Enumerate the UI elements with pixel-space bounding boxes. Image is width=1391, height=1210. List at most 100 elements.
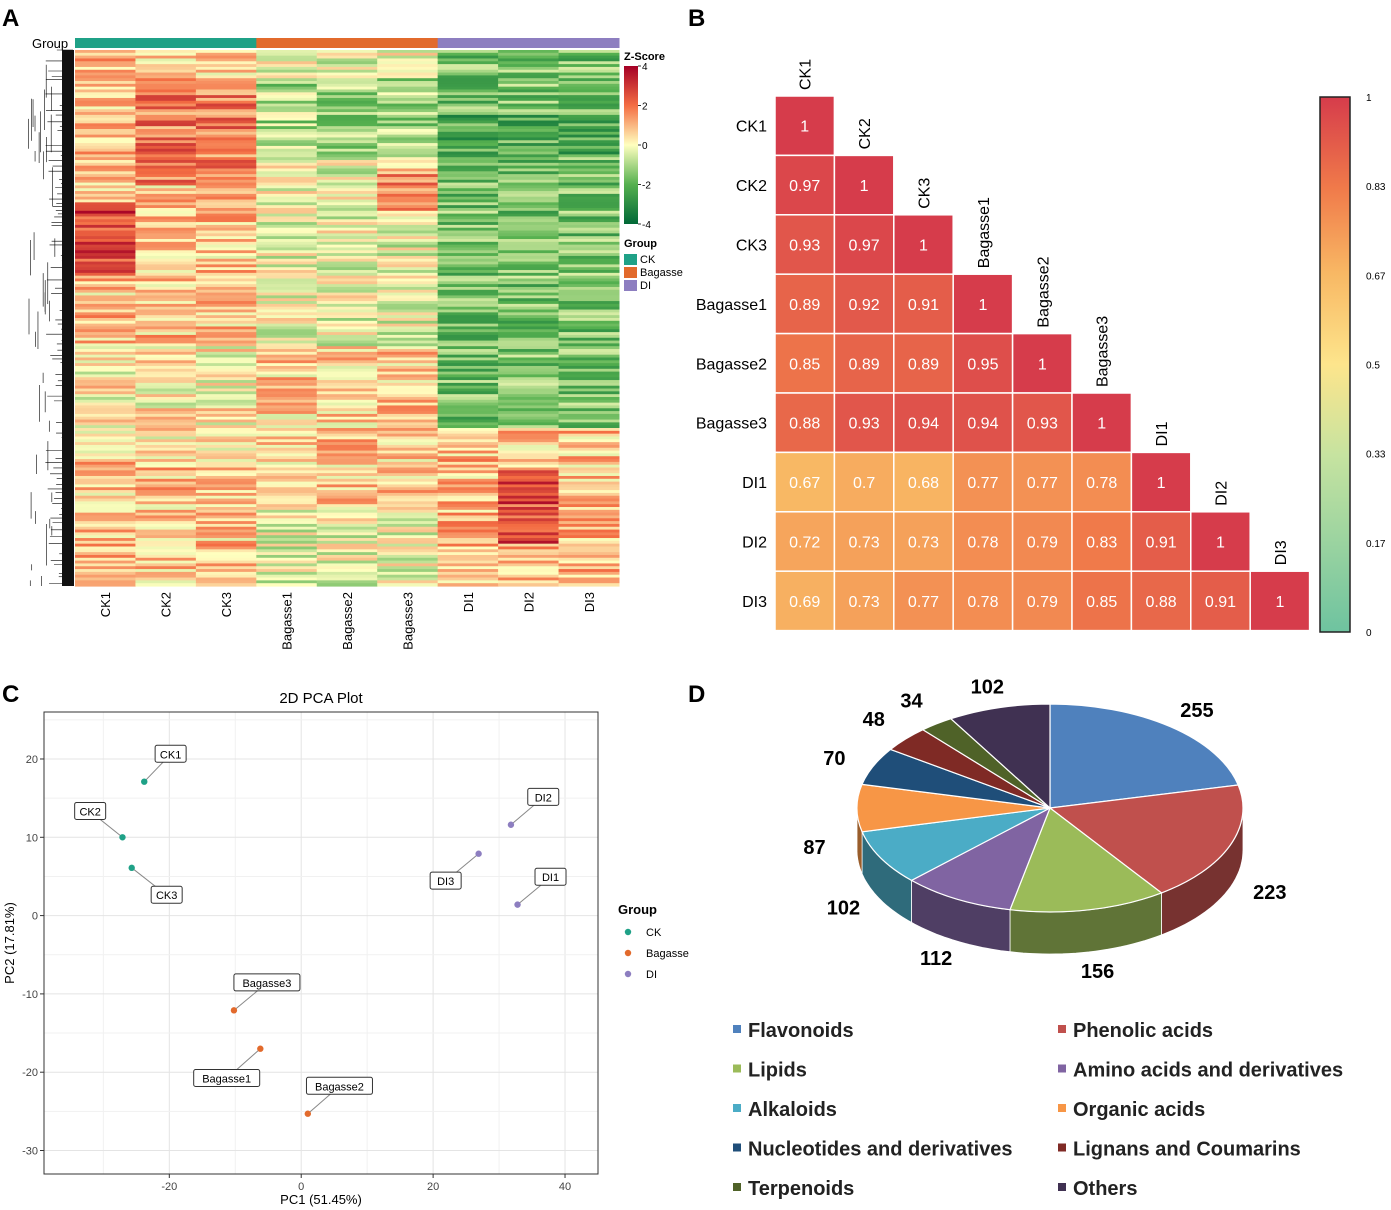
heatmap-cell: [377, 58, 439, 62]
row-label: CK1: [736, 119, 767, 136]
heatmap-cell: [135, 275, 197, 280]
heatmap-cell: [135, 199, 197, 203]
heatmap-cell: [195, 114, 257, 119]
heatmap-cell: [75, 554, 136, 559]
heatmap-cell: [195, 289, 257, 294]
heatmap-cell: [195, 199, 257, 203]
heatmap-cell: [75, 385, 136, 390]
heatmap-cell: [135, 475, 197, 480]
heatmap-cell: [498, 100, 560, 105]
heatmap-cell: [498, 120, 560, 124]
heatmap-cell: [75, 490, 136, 494]
heatmap-cell: [195, 78, 257, 82]
heatmap-cell: [316, 430, 378, 435]
heatmap-cell: [195, 264, 257, 268]
heatmap-cell: [498, 261, 560, 265]
heatmap-cell: [256, 145, 318, 150]
heatmap-cell: [195, 354, 257, 359]
heatmap-cell: [195, 292, 257, 297]
heatmap-cell: [316, 216, 378, 220]
heatmap-cell: [256, 481, 318, 486]
heatmap-cell: [498, 459, 560, 463]
heatmap-cell: [377, 563, 439, 567]
heatmap-cell: [316, 86, 378, 91]
heatmap-cell: [377, 470, 439, 474]
heatmap-cell: [437, 250, 499, 254]
heatmap-cell: [377, 523, 439, 528]
heatmap-cell: [377, 179, 439, 184]
heatmap-cell: [75, 284, 136, 288]
corr-cell: [1190, 511, 1251, 572]
heatmap-cell: [437, 473, 499, 477]
heatmap-cell: [437, 433, 499, 438]
heatmap-cell: [135, 532, 197, 536]
heatmap-cell: [437, 365, 499, 370]
heatmap-cell: [316, 461, 378, 466]
heatmap-cell: [256, 349, 318, 353]
pca-legend-label: DI: [646, 969, 657, 981]
heatmap-cell: [437, 292, 499, 297]
heatmap-cell: [377, 109, 439, 113]
corr-cell: [774, 95, 836, 157]
heatmap-cell: [437, 580, 499, 584]
heatmap-cell: [377, 546, 439, 550]
heatmap-cell: [135, 501, 197, 505]
heatmap-cell: [498, 340, 560, 344]
heatmap-cell: [135, 210, 197, 215]
heatmap-cell: [75, 52, 136, 57]
heatmap-cell: [437, 89, 499, 93]
heatmap-cell: [377, 295, 439, 299]
heatmap-cell: [558, 157, 620, 161]
heatmap-cell: [498, 157, 560, 161]
heatmap-cell: [75, 86, 136, 91]
heatmap-cell: [377, 216, 439, 220]
corr-cell: [1011, 451, 1073, 513]
heatmap-cell: [75, 278, 136, 282]
heatmap-cell: [75, 145, 136, 150]
heatmap-cell: [498, 247, 560, 251]
heatmap-cell: [558, 351, 620, 356]
heatmap-cell: [558, 207, 620, 212]
heatmap-cell: [558, 270, 620, 274]
heatmap-cell: [437, 179, 499, 184]
heatmap-cell: [377, 86, 439, 91]
heatmap-cell: [377, 154, 439, 158]
heatmap-cell: [498, 267, 560, 271]
heatmap-cell: [558, 467, 620, 471]
heatmap-cell: [256, 473, 318, 477]
heatmap-cell: [195, 507, 257, 511]
heatmap-cell: [437, 408, 499, 412]
heatmap-cell: [316, 475, 378, 480]
heatmap-cell: [558, 109, 620, 113]
heatmap-cell: [256, 236, 318, 240]
heatmap-cell: [135, 422, 197, 426]
heatmap-cell: [316, 78, 378, 82]
heatmap-cell: [135, 478, 197, 483]
heatmap-cell: [558, 509, 620, 514]
corr-value: 0.77: [1027, 475, 1058, 492]
heatmap-cell: [135, 81, 197, 85]
heatmap-cell: [498, 490, 560, 494]
pie-legend-swatch: [733, 1183, 741, 1191]
heatmap-cell: [498, 188, 560, 192]
heatmap-cell: [135, 391, 197, 395]
heatmap-cell: [377, 275, 439, 280]
y-tick-label: 10: [26, 832, 38, 844]
heatmap-cell: [195, 120, 257, 124]
heatmap-cell: [135, 444, 197, 449]
heatmap-cell: [316, 103, 378, 108]
heatmap-cell: [75, 216, 136, 220]
heatmap-cell: [195, 103, 257, 108]
heatmap-cell: [75, 402, 136, 407]
heatmap-cell: [437, 549, 499, 553]
heatmap-cell: [135, 357, 197, 361]
heatmap-cell: [498, 306, 560, 311]
heatmap-cell: [256, 95, 318, 99]
heatmap-cell: [437, 301, 499, 305]
heatmap-cell: [135, 425, 197, 429]
heatmap-cell: [195, 413, 257, 418]
pie-legend-label: Alkaloids: [748, 1099, 837, 1121]
heatmap-cell: [75, 103, 136, 108]
heatmap-cell: [316, 532, 378, 536]
heatmap-cell: [135, 583, 197, 587]
